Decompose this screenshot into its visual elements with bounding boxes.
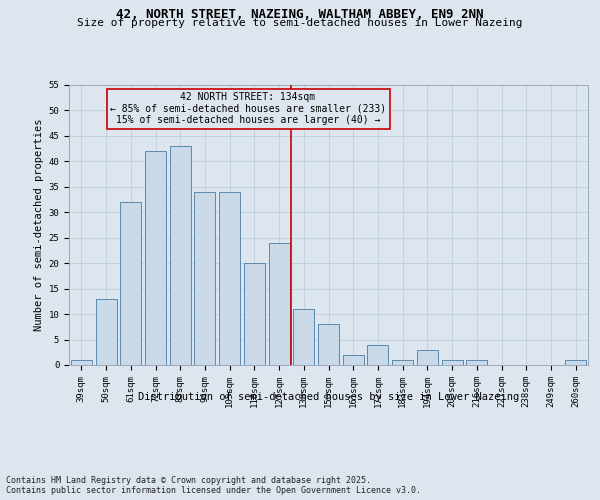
Bar: [367, 344, 388, 365]
Bar: [269, 243, 290, 365]
Bar: [71, 360, 92, 365]
Bar: [219, 192, 240, 365]
Bar: [392, 360, 413, 365]
Bar: [145, 151, 166, 365]
Bar: [120, 202, 141, 365]
Bar: [293, 309, 314, 365]
Bar: [170, 146, 191, 365]
Text: 42, NORTH STREET, NAZEING, WALTHAM ABBEY, EN9 2NN: 42, NORTH STREET, NAZEING, WALTHAM ABBEY…: [116, 8, 484, 20]
Bar: [442, 360, 463, 365]
Bar: [565, 360, 586, 365]
Bar: [466, 360, 487, 365]
Text: Distribution of semi-detached houses by size in Lower Nazeing: Distribution of semi-detached houses by …: [138, 392, 520, 402]
Bar: [244, 263, 265, 365]
Bar: [318, 324, 339, 365]
Bar: [95, 299, 116, 365]
Text: 42 NORTH STREET: 134sqm
← 85% of semi-detached houses are smaller (233)
15% of s: 42 NORTH STREET: 134sqm ← 85% of semi-de…: [110, 92, 386, 125]
Y-axis label: Number of semi-detached properties: Number of semi-detached properties: [34, 118, 44, 331]
Bar: [417, 350, 438, 365]
Text: Contains HM Land Registry data © Crown copyright and database right 2025.
Contai: Contains HM Land Registry data © Crown c…: [6, 476, 421, 495]
Bar: [194, 192, 215, 365]
Bar: [343, 355, 364, 365]
Text: Size of property relative to semi-detached houses in Lower Nazeing: Size of property relative to semi-detach…: [77, 18, 523, 28]
